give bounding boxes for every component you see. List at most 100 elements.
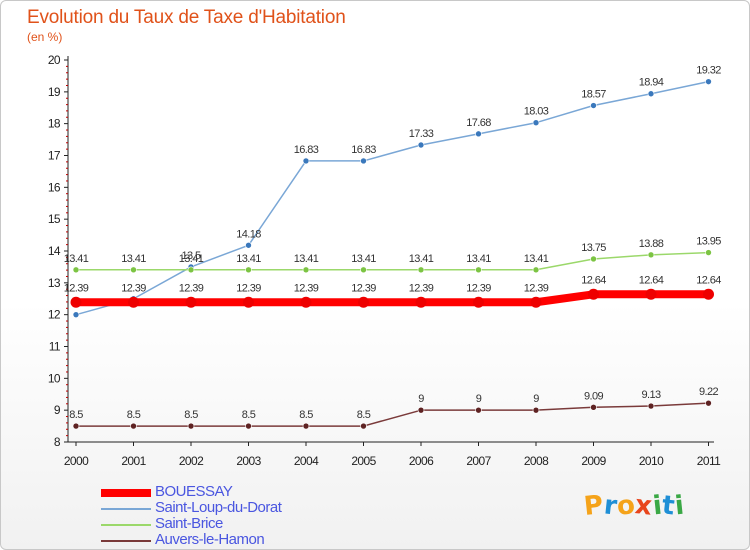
series-line-bouessay xyxy=(76,290,709,307)
data-label: 9.22 xyxy=(699,386,718,398)
data-label: 18.57 xyxy=(581,89,606,101)
data-label: 17.33 xyxy=(409,128,434,140)
data-label: 8.5 xyxy=(299,409,313,421)
data-point xyxy=(473,296,484,308)
data-point xyxy=(187,266,195,274)
data-point xyxy=(415,296,427,308)
x-tick-label: 2006 xyxy=(409,454,434,468)
data-label: 13.41 xyxy=(179,253,204,265)
data-point xyxy=(705,399,712,407)
data-point xyxy=(185,296,197,308)
data-point xyxy=(302,266,310,274)
data-label: 8.5 xyxy=(184,409,198,421)
data-label: 12.39 xyxy=(121,282,146,294)
data-label: 8.5 xyxy=(357,409,371,421)
data-label: 8.5 xyxy=(242,409,256,421)
data-label: 9 xyxy=(533,393,539,405)
x-tick-label: 2005 xyxy=(351,454,376,468)
legend-swatch xyxy=(101,524,151,526)
y-tick-label: 16 xyxy=(48,180,61,194)
data-point xyxy=(417,266,425,274)
data-point xyxy=(590,404,597,411)
data-label: 13.95 xyxy=(696,236,721,248)
data-point xyxy=(72,422,80,430)
data-label: 13.41 xyxy=(524,253,549,265)
data-point xyxy=(360,157,367,165)
data-label: 18.94 xyxy=(639,77,664,89)
data-point xyxy=(705,78,712,85)
data-label: 12.39 xyxy=(351,282,376,294)
data-point xyxy=(417,141,425,149)
data-label: 18.03 xyxy=(524,106,549,118)
x-tick-label: 2003 xyxy=(236,454,261,468)
legend-swatch xyxy=(101,508,151,510)
y-tick-label: 14 xyxy=(48,244,61,258)
data-label: 12.39 xyxy=(64,282,89,294)
data-point xyxy=(360,266,367,274)
y-tick-label: 12 xyxy=(48,308,61,322)
data-label: 13.41 xyxy=(294,253,319,265)
data-point xyxy=(243,296,254,308)
logo-letter: i xyxy=(673,490,686,522)
series-line-auvers-le-hamon xyxy=(76,402,709,427)
legend-label: Saint-Brice xyxy=(155,515,223,532)
data-point xyxy=(245,266,252,274)
x-tick-label: 2004 xyxy=(294,454,319,468)
data-point xyxy=(647,90,655,98)
data-point xyxy=(532,119,540,127)
data-point xyxy=(475,130,482,138)
data-point xyxy=(130,422,137,430)
legend-swatch xyxy=(101,489,151,497)
data-label: 16.83 xyxy=(351,144,376,156)
data-point xyxy=(532,266,540,274)
data-label: 12.64 xyxy=(581,274,606,286)
data-label: 13.41 xyxy=(121,253,146,265)
data-label: 12.39 xyxy=(236,282,261,294)
y-tick-label: 11 xyxy=(49,340,61,354)
data-point xyxy=(475,266,482,274)
x-tick-label: 2010 xyxy=(639,454,664,468)
data-point xyxy=(647,402,655,410)
series-line-saint-brice xyxy=(76,251,709,271)
data-label: 17.68 xyxy=(466,117,491,129)
data-point xyxy=(647,251,655,259)
y-tick-label: 20 xyxy=(48,53,61,67)
x-tick-label: 2007 xyxy=(466,454,491,468)
y-tick-label: 8 xyxy=(54,435,61,449)
x-tick-label: 2011 xyxy=(697,454,721,468)
data-label: 13.75 xyxy=(581,242,606,254)
y-tick-label: 13 xyxy=(48,276,61,290)
data-label: 8.5 xyxy=(69,409,83,421)
y-tick-label: 17 xyxy=(48,149,61,163)
data-label: 13.41 xyxy=(409,253,434,265)
data-point xyxy=(72,266,80,274)
x-tick-label: 2001 xyxy=(121,454,146,468)
data-label: 13.41 xyxy=(466,253,491,265)
data-label: 13.41 xyxy=(351,253,376,265)
y-tick-label: 19 xyxy=(48,85,61,99)
data-point xyxy=(245,422,252,430)
x-tick-label: 2009 xyxy=(581,454,606,468)
legend-label: Auvers-le-Hamon xyxy=(155,531,265,548)
data-label: 12.39 xyxy=(409,282,434,294)
legend-swatch xyxy=(101,540,151,542)
data-point xyxy=(530,296,542,308)
data-label: 19.32 xyxy=(696,65,721,77)
legend-label: BOUESSAY xyxy=(155,483,233,500)
data-label: 9.13 xyxy=(641,389,660,401)
data-label: 14.18 xyxy=(236,228,261,240)
data-label: 8.5 xyxy=(127,409,141,421)
data-point xyxy=(417,406,425,414)
data-label: 12.39 xyxy=(294,282,319,294)
data-point xyxy=(187,422,195,430)
data-point xyxy=(590,102,597,109)
data-point xyxy=(360,422,367,430)
data-label: 12.39 xyxy=(524,282,549,294)
data-label: 12.39 xyxy=(466,282,491,294)
data-point xyxy=(590,255,597,263)
data-point xyxy=(130,266,137,274)
y-axis-unit-label: (en %) xyxy=(27,30,63,44)
data-point xyxy=(705,249,712,256)
